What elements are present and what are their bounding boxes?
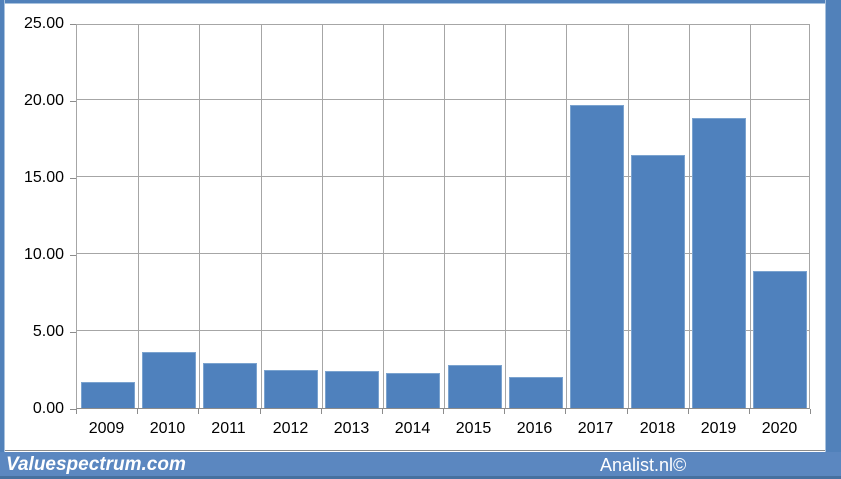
y-axis-label: 15.00 [23, 169, 64, 186]
x-axis-tick [76, 409, 77, 414]
x-gridline [505, 25, 506, 408]
y-gridline [77, 330, 809, 331]
x-axis-tick [321, 409, 322, 414]
x-axis-tick [137, 409, 138, 414]
x-axis-label: 2010 [149, 420, 186, 437]
bar-2010 [142, 352, 196, 408]
x-axis-tick [565, 409, 566, 414]
bar-2019 [692, 118, 746, 408]
x-axis-label: 2013 [333, 420, 370, 437]
x-axis-label: 2018 [639, 420, 676, 437]
plot-area [76, 24, 810, 409]
x-axis-tick [749, 409, 750, 414]
x-axis-tick [504, 409, 505, 414]
x-axis-label: 2015 [455, 420, 492, 437]
x-gridline [199, 25, 200, 408]
x-gridline [138, 25, 139, 408]
x-axis-tick [688, 409, 689, 414]
x-axis-tick [443, 409, 444, 414]
x-gridline [322, 25, 323, 408]
bar-2009 [81, 382, 135, 408]
y-axis-tick [70, 332, 76, 333]
y-axis-tick [70, 409, 76, 410]
y-axis-label: 20.00 [23, 92, 64, 109]
x-gridline [750, 25, 751, 408]
footer-bar: Valuespectrum.com Analist.nl© [0, 452, 841, 479]
frame-border-left [0, 0, 5, 479]
x-axis-label: 2011 [211, 420, 246, 437]
y-axis-tick [70, 24, 76, 25]
x-gridline [628, 25, 629, 408]
y-gridline [77, 253, 809, 254]
y-axis-label: 10.00 [23, 246, 64, 263]
x-gridline [566, 25, 567, 408]
bar-2013 [325, 371, 379, 408]
x-gridline [261, 25, 262, 408]
x-axis-tick [382, 409, 383, 414]
x-axis-tick [810, 409, 811, 414]
valuespectrum-watermark: Valuespectrum.com [6, 454, 186, 475]
y-gridline [77, 99, 809, 100]
x-axis-tick [627, 409, 628, 414]
x-axis-label: 2019 [700, 420, 737, 437]
y-gridline [77, 176, 809, 177]
x-gridline [689, 25, 690, 408]
x-axis-label: 2017 [577, 420, 614, 437]
x-axis-label: 2016 [516, 420, 553, 437]
x-axis-label: 2020 [761, 420, 798, 437]
frame-border-top [0, 0, 841, 4]
x-axis-tick [260, 409, 261, 414]
x-axis-tick [198, 409, 199, 414]
x-gridline [383, 25, 384, 408]
y-axis-tick [70, 178, 76, 179]
bar-2018 [631, 155, 685, 408]
y-axis-label: 25.00 [23, 15, 64, 32]
frame-border-right [825, 0, 841, 479]
y-axis-tick [70, 101, 76, 102]
x-axis-label: 2012 [272, 420, 309, 437]
x-axis-label: 2009 [88, 420, 125, 437]
x-gridline [444, 25, 445, 408]
analist-watermark: Analist.nl© [600, 455, 687, 475]
y-axis-label: 0.00 [32, 400, 64, 417]
y-axis-tick [70, 255, 76, 256]
bar-2016 [509, 377, 563, 408]
bar-2012 [264, 370, 318, 408]
y-axis-label: 5.00 [32, 323, 64, 340]
x-axis-label: 2014 [394, 420, 431, 437]
bar-2015 [448, 365, 502, 408]
bar-2011 [203, 363, 257, 408]
bar-2014 [386, 373, 440, 408]
bar-2017 [570, 105, 624, 408]
bar-2020 [753, 271, 807, 408]
